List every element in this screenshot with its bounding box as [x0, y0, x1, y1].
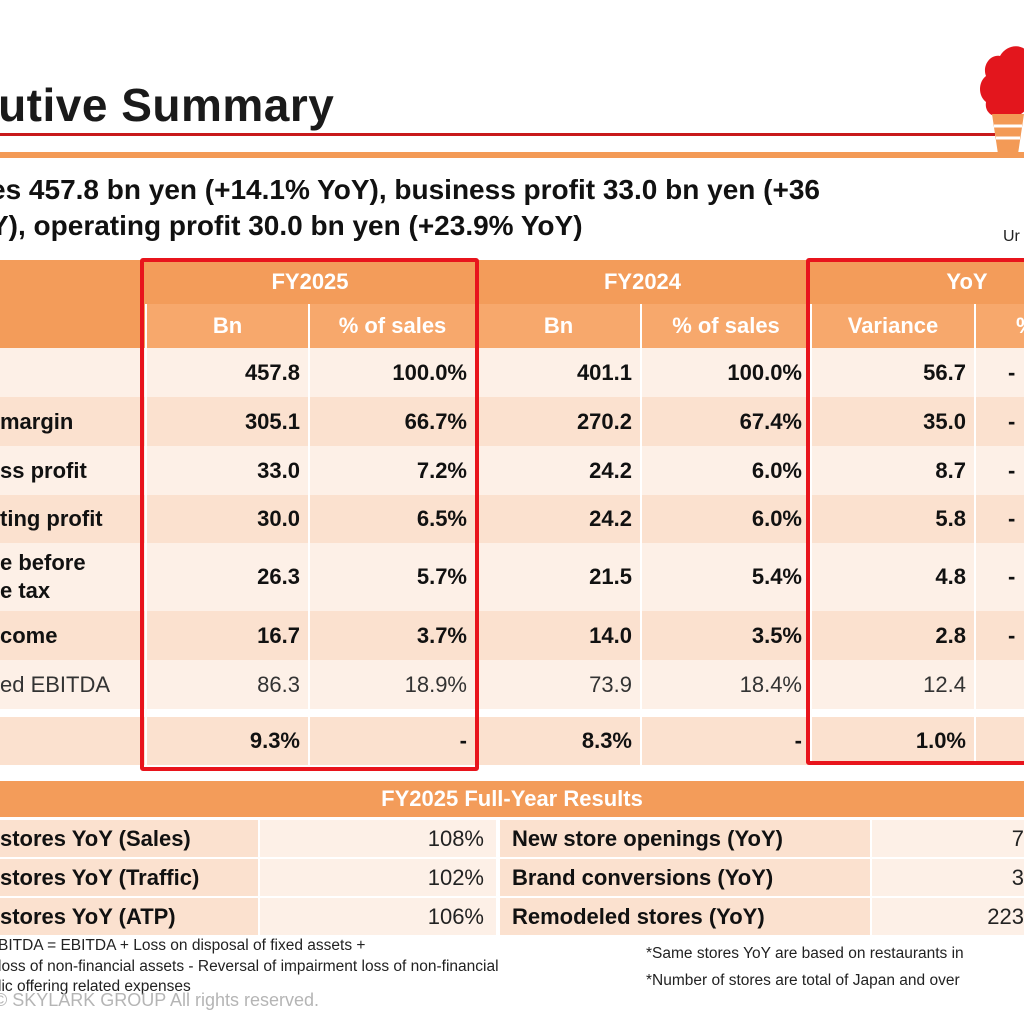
cell-fy25-bn: 16.7 [145, 611, 308, 660]
cell-yoy-pct [974, 717, 1024, 765]
title-divider-red [0, 133, 995, 136]
cell-label: ed EBITDA [0, 660, 145, 709]
cell-var: 5.8 [810, 495, 974, 543]
results-header: FY2025 Full-Year Results [0, 781, 1024, 817]
header-yoy-pct: % [974, 304, 1024, 348]
cell-yoy-pct [974, 660, 1024, 709]
cell-fy24-pct: 100.0% [640, 348, 810, 397]
header-yoy: YoY [810, 260, 1024, 304]
cell-fy25-pct: - [308, 717, 475, 765]
cell-fy24-bn: 24.2 [475, 495, 640, 543]
cell-fy24-pct: 6.0% [640, 495, 810, 543]
cell-var: 56.7 [810, 348, 974, 397]
results-right-label: Brand conversions (YoY) [500, 859, 870, 896]
cell-yoy-pct: - [974, 543, 1024, 611]
header-variance: Variance [810, 304, 974, 348]
cell-fy25-pct: 100.0% [308, 348, 475, 397]
cell-yoy-pct: - [974, 611, 1024, 660]
cell-fy25-pct: 6.5% [308, 495, 475, 543]
cell-fy24-bn: 21.5 [475, 543, 640, 611]
cell-fy24-pct: 5.4% [640, 543, 810, 611]
row-label-line-2: e tax [0, 578, 51, 603]
cell-var: 2.8 [810, 611, 974, 660]
copyright: © SKYLARK GROUP All rights reserved. [0, 990, 320, 1010]
cell-fy24-bn: 73.9 [475, 660, 640, 709]
footnote-left-2: loss of non-financial assets - Reversal … [0, 958, 499, 975]
results-left-label: stores YoY (Traffic) [0, 859, 258, 896]
results-right-label: New store openings (YoY) [500, 820, 870, 857]
cell-var: 1.0% [810, 717, 974, 765]
fy2025-highlight-box [140, 258, 479, 771]
headline: es 457.8 bn yen (+14.1% YoY), business p… [0, 172, 820, 244]
results-right-value: 7 [872, 820, 1024, 857]
cell-fy25-bn: 305.1 [145, 397, 308, 446]
cell-yoy-pct: - [974, 397, 1024, 446]
cell-label [0, 717, 145, 765]
cell-label: margin [0, 397, 145, 446]
cell-var: 12.4 [810, 660, 974, 709]
cell-fy25-pct: 18.9% [308, 660, 475, 709]
cell-label: ss profit [0, 446, 145, 495]
results-right-label: Remodeled stores (YoY) [500, 898, 870, 935]
results-left-value: 106% [260, 898, 496, 935]
header-corner [0, 260, 145, 304]
cell-fy24-bn: 8.3% [475, 717, 640, 765]
cell-fy24-pct: - [640, 717, 810, 765]
cell-yoy-pct: - [974, 348, 1024, 397]
header-label-cell [0, 304, 145, 348]
cell-var: 35.0 [810, 397, 974, 446]
cell-fy25-pct: 5.7% [308, 543, 475, 611]
page-title: cutive Summary [0, 79, 335, 131]
skylark-logo-icon [980, 46, 1024, 154]
footnote-left-1: BITDA = EBITDA + Loss on disposal of fix… [0, 937, 366, 954]
header-fy2024: FY2024 [475, 260, 810, 304]
row-label-line-1: e before [0, 550, 86, 575]
cell-fy25-bn: 30.0 [145, 495, 308, 543]
cell-fy24-bn: 14.0 [475, 611, 640, 660]
cell-fy24-bn: 401.1 [475, 348, 640, 397]
footnote-right-1: *Same stores YoY are based on restaurant… [646, 945, 964, 962]
headline-line-2: Y), operating profit 30.0 bn yen (+23.9%… [0, 210, 583, 241]
cell-label: come [0, 611, 145, 660]
cell-var: 8.7 [810, 446, 974, 495]
cell-fy25-bn: 457.8 [145, 348, 308, 397]
cell-fy25-pct: 3.7% [308, 611, 475, 660]
cell-fy25-bn: 9.3% [145, 717, 308, 765]
cell-fy24-bn: 24.2 [475, 446, 640, 495]
cell-fy25-bn: 33.0 [145, 446, 308, 495]
results-left-label: stores YoY (Sales) [0, 820, 258, 857]
cell-fy24-pct: 3.5% [640, 611, 810, 660]
cell-fy25-bn: 86.3 [145, 660, 308, 709]
cell-fy24-pct: 67.4% [640, 397, 810, 446]
cell-var: 4.8 [810, 543, 974, 611]
cell-label [0, 348, 145, 397]
headline-line-1: es 457.8 bn yen (+14.1% YoY), business p… [0, 174, 820, 205]
cell-fy24-pct: 6.0% [640, 446, 810, 495]
results-left-value: 108% [260, 820, 496, 857]
cell-label: ting profit [0, 495, 145, 543]
cell-yoy-pct: - [974, 446, 1024, 495]
results-left-label: stores YoY (ATP) [0, 898, 258, 935]
header-fy2024-bn: Bn [475, 304, 640, 348]
footnote-right-2: *Number of stores are total of Japan and… [646, 972, 960, 989]
header-fy2025: FY2025 [145, 260, 475, 304]
cell-fy25-bn: 26.3 [145, 543, 308, 611]
header-fy2024-pct: % of sales [640, 304, 810, 348]
results-right-value: 223 [872, 898, 1024, 935]
footnote-left-3: lic offering related expenses [0, 978, 191, 995]
cell-fy24-pct: 18.4% [640, 660, 810, 709]
unit-note: Ur [1003, 228, 1020, 245]
header-fy2025-bn: Bn [145, 304, 308, 348]
cell-yoy-pct: - [974, 495, 1024, 543]
results-left-value: 102% [260, 859, 496, 896]
cell-fy25-pct: 66.7% [308, 397, 475, 446]
cell-label: e before e tax [0, 543, 145, 611]
header-fy2025-pct: % of sales [308, 304, 475, 348]
cell-fy25-pct: 7.2% [308, 446, 475, 495]
yoy-highlight-box [806, 258, 1024, 765]
results-right-value: 3 [872, 859, 1024, 896]
title-divider-orange [0, 152, 1024, 158]
cell-fy24-bn: 270.2 [475, 397, 640, 446]
